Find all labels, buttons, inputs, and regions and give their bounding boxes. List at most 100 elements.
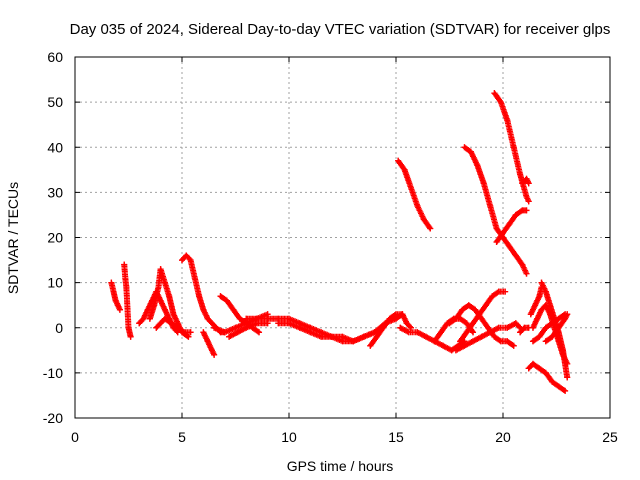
data-point xyxy=(523,175,530,182)
data-point xyxy=(493,239,500,246)
data-point xyxy=(495,288,502,295)
data-point xyxy=(495,324,502,331)
data-point xyxy=(161,279,168,286)
data-point xyxy=(487,329,494,336)
x-tick-label: 15 xyxy=(388,429,404,445)
data-point xyxy=(529,360,536,367)
data-point xyxy=(532,302,539,309)
data-point xyxy=(525,198,532,205)
marker-trail xyxy=(525,360,569,394)
data-point xyxy=(296,324,303,331)
data-point xyxy=(112,297,119,304)
data-point xyxy=(485,324,492,331)
data-point xyxy=(200,329,207,336)
data-point xyxy=(121,261,128,268)
series-track-25 xyxy=(525,360,569,394)
data-point xyxy=(470,338,477,345)
series-track-5 xyxy=(153,315,194,336)
data-point xyxy=(367,342,374,349)
data-point xyxy=(318,333,325,340)
data-point xyxy=(525,365,532,372)
series-track-10 xyxy=(226,320,271,340)
y-tick-label: 50 xyxy=(47,94,63,110)
data-point xyxy=(208,320,215,327)
data-point xyxy=(564,374,571,381)
data-point xyxy=(401,166,408,173)
y-tick-label: 0 xyxy=(55,320,63,336)
data-point xyxy=(125,324,132,331)
grid-lines xyxy=(75,57,610,418)
data-point xyxy=(504,324,511,331)
x-tick-label: 0 xyxy=(71,429,79,445)
data-point xyxy=(529,338,536,345)
data-point xyxy=(256,329,263,336)
data-point xyxy=(461,144,468,151)
data-point xyxy=(517,329,524,336)
data-point xyxy=(174,324,181,331)
data-point xyxy=(512,252,519,259)
data-point xyxy=(181,329,188,336)
x-tick-label: 25 xyxy=(602,429,618,445)
y-tick-label: 40 xyxy=(47,139,63,155)
data-point xyxy=(502,288,509,295)
data-point xyxy=(542,338,549,345)
data-point xyxy=(223,297,230,304)
series-track-21 xyxy=(491,90,532,205)
data-point xyxy=(414,329,421,336)
data-point xyxy=(151,302,158,309)
y-tick-label: -10 xyxy=(43,365,63,381)
data-point xyxy=(504,338,511,345)
axis-ticks: 0 5 10 15 20 25 -20 -10 0 10 20 30 40 50 60 xyxy=(43,49,618,445)
data-point xyxy=(187,257,194,264)
data-point xyxy=(465,302,472,309)
data-point xyxy=(476,311,483,318)
data-point xyxy=(506,220,513,227)
data-point xyxy=(440,342,447,349)
data-point xyxy=(547,302,554,309)
data-point xyxy=(559,347,566,354)
data-point xyxy=(467,148,474,155)
data-point xyxy=(307,329,314,336)
data-point xyxy=(549,378,556,385)
data-point xyxy=(452,347,459,354)
data-point xyxy=(155,284,162,291)
data-point xyxy=(519,180,526,187)
data-point xyxy=(161,315,168,322)
data-point xyxy=(534,315,541,322)
data-point xyxy=(452,315,459,322)
data-point xyxy=(286,320,292,327)
series-track-1 xyxy=(108,279,123,313)
data-point xyxy=(529,324,536,331)
data-point xyxy=(403,320,410,327)
data-point xyxy=(168,320,175,327)
data-point xyxy=(140,315,147,322)
series-track-7 xyxy=(200,329,218,358)
y-tick-label: 30 xyxy=(47,184,63,200)
data-point xyxy=(562,315,569,322)
data-point xyxy=(555,315,562,322)
data-point xyxy=(208,347,215,354)
data-point xyxy=(459,306,466,313)
data-point xyxy=(183,252,190,259)
data-point xyxy=(399,311,406,318)
data-point xyxy=(243,324,250,331)
data-point xyxy=(226,333,233,340)
data-point xyxy=(405,329,412,336)
data-point xyxy=(542,288,549,295)
series-track-19 xyxy=(452,320,524,354)
data-point xyxy=(517,171,524,178)
data-point xyxy=(373,333,380,340)
data-point xyxy=(510,342,517,349)
data-point xyxy=(144,306,151,313)
series-track-22 xyxy=(493,207,530,246)
data-point xyxy=(204,338,211,345)
data-point xyxy=(179,257,185,264)
data-point xyxy=(211,351,218,358)
data-point xyxy=(232,324,239,331)
data-point xyxy=(512,211,519,218)
data-point xyxy=(491,333,498,340)
data-point xyxy=(393,311,399,318)
data-point xyxy=(463,320,470,327)
data-point xyxy=(187,329,194,336)
data-point xyxy=(555,324,562,331)
